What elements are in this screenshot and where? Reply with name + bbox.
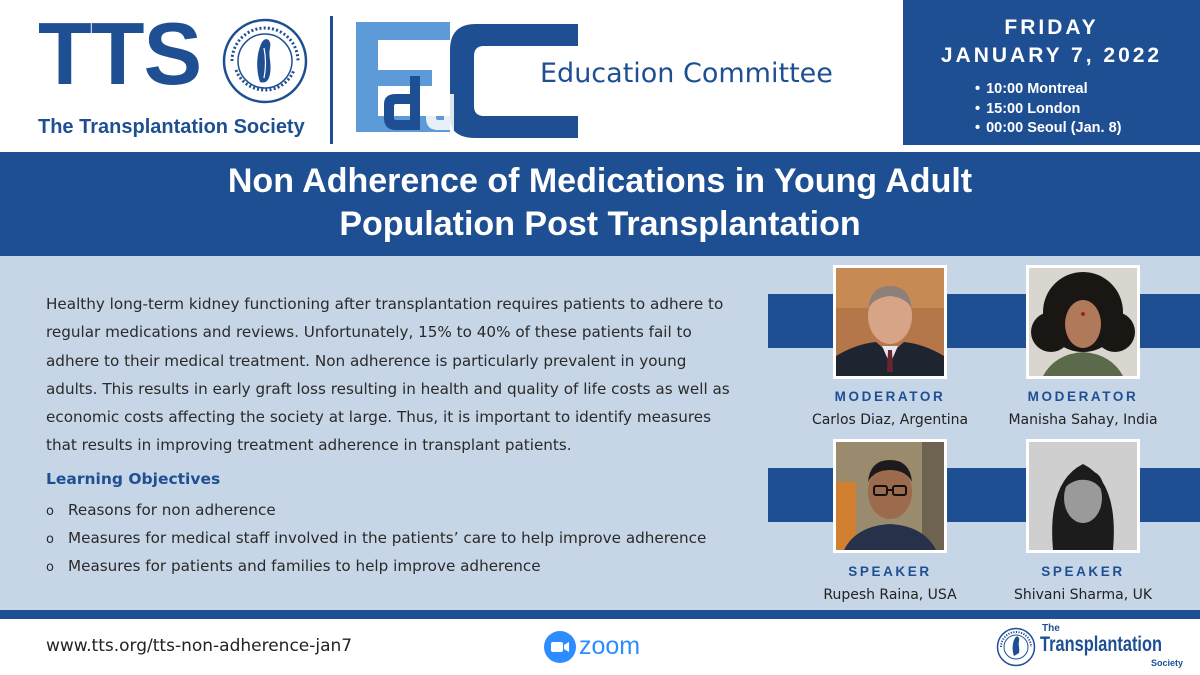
circle-bullet-icon: o xyxy=(46,504,54,519)
objective-item: o Measures for patients and families to h… xyxy=(46,553,706,581)
time-seoul: 00:00 Seoul (Jan. 8) xyxy=(975,119,1121,139)
circle-bullet-icon: o xyxy=(46,560,54,575)
footer-rule xyxy=(0,610,1200,619)
footer: www.tts.org/tts-non-adherence-jan7 zoom … xyxy=(0,619,1200,675)
event-title-line-2: Population Post Transplantation xyxy=(339,205,861,243)
learning-objectives-heading: Learning Objectives xyxy=(46,470,221,488)
photo-manisha-sahay xyxy=(1026,265,1140,379)
person-name: Rupesh Raina, USA xyxy=(823,587,957,603)
main-panel: Healthy long-term kidney functioning aft… xyxy=(0,256,1200,610)
photo-carlos-diaz xyxy=(833,265,947,379)
footer-logo-society: Society xyxy=(1151,658,1184,668)
event-url-link[interactable]: www.tts.org/tts-non-adherence-jan7 xyxy=(46,636,353,656)
role-label: SPEAKER xyxy=(848,564,932,579)
portrait-image xyxy=(836,268,944,376)
committee-name: Education Committee xyxy=(540,58,833,89)
event-title-line-1: Non Adherence of Medications in Young Ad… xyxy=(227,162,973,200)
objective-text: Measures for patients and families to he… xyxy=(68,557,541,575)
zoom-logo: zoom xyxy=(544,631,658,663)
footer-logo-the: The xyxy=(1042,623,1060,634)
zoom-camera-icon xyxy=(544,631,576,663)
person-name: Carlos Diaz, Argentina xyxy=(811,412,969,428)
person-name: Shivani Sharma, UK xyxy=(1013,587,1153,603)
photo-shivani-sharma xyxy=(1026,439,1140,553)
tts-seal-icon xyxy=(222,18,308,104)
person-name: Manisha Sahay, India xyxy=(1008,412,1158,428)
society-name: The Transplantation Society xyxy=(38,116,305,138)
circle-bullet-icon: o xyxy=(46,532,54,547)
role-label: SPEAKER xyxy=(1041,564,1125,579)
portrait-image xyxy=(1029,442,1137,550)
header: TTS The Transplantation Society Educatio… xyxy=(0,0,1200,152)
objective-item: o Measures for medical staff involved in … xyxy=(46,525,706,553)
title-band: Non Adherence of Medications in Young Ad… xyxy=(0,152,1200,256)
event-description: Healthy long-term kidney functioning aft… xyxy=(46,295,730,455)
objective-item: o Reasons for non adherence xyxy=(46,497,706,525)
role-label: MODERATOR xyxy=(1027,389,1139,404)
time-montreal: 10:00 Montreal xyxy=(975,80,1121,100)
tts-seal-icon xyxy=(996,627,1036,667)
role-label: MODERATOR xyxy=(834,389,946,404)
event-date: JANUARY 7, 2022 xyxy=(940,44,1163,67)
zoom-wordmark: zoom xyxy=(579,632,641,660)
portrait-image xyxy=(1029,268,1137,376)
portrait-image xyxy=(836,442,944,550)
educ-logo-icon xyxy=(356,22,578,138)
event-times: 10:00 Montreal 15:00 London 00:00 Seoul … xyxy=(975,80,1121,139)
header-divider xyxy=(330,16,333,144)
footer-logo-name: Transplantation xyxy=(1040,633,1162,656)
learning-objectives-list: o Reasons for non adherence o Measures for… xyxy=(46,497,706,581)
time-london: 15:00 London xyxy=(975,100,1121,120)
objective-text: Measures for medical staff involved in t… xyxy=(68,529,707,547)
date-box: FRIDAY JANUARY 7, 2022 10:00 Montreal 15… xyxy=(903,0,1200,145)
photo-rupesh-raina xyxy=(833,439,947,553)
event-day: FRIDAY xyxy=(1004,16,1099,39)
footer-tts-logo: The Transplantation Society xyxy=(996,623,1186,673)
tts-logo-text: TTS xyxy=(38,4,202,103)
objective-text: Reasons for non adherence xyxy=(68,501,276,519)
